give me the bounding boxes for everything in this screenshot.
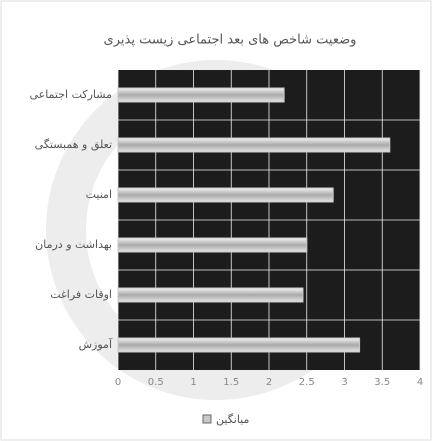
y-tick-label: امنیت [86,188,112,201]
bar [117,237,308,253]
x-tick-label: 2 [266,377,272,388]
legend-swatch [202,414,212,424]
bar [117,337,361,353]
y-tick-label: اوقات فراغت [50,288,112,301]
legend-label: میانگین [216,413,250,426]
x-tick-label: 0 [115,377,121,388]
x-tick-label: 4 [417,377,423,388]
y-tick-label: تعلق و همبستگی [35,138,112,152]
x-tick-label: 3.5 [374,377,390,388]
bar [117,287,304,303]
y-tick-label: بهداشت و درمان [35,238,112,251]
y-tick-label: آموزش [79,337,113,351]
chart-title: وضعیت شاخص های بعد اجتماعی زیست پذیری [104,33,357,48]
x-tick-label: 3 [341,377,347,388]
x-tick-label: 2.5 [299,377,315,388]
x-tick-label: 0.5 [148,377,164,388]
x-tick-label: 1 [190,377,196,388]
bar [117,87,285,103]
bar [117,137,391,153]
y-tick-label: مشارکت اجتماعی [29,88,112,101]
x-tick-label: 1.5 [223,377,239,388]
bar [117,187,334,203]
